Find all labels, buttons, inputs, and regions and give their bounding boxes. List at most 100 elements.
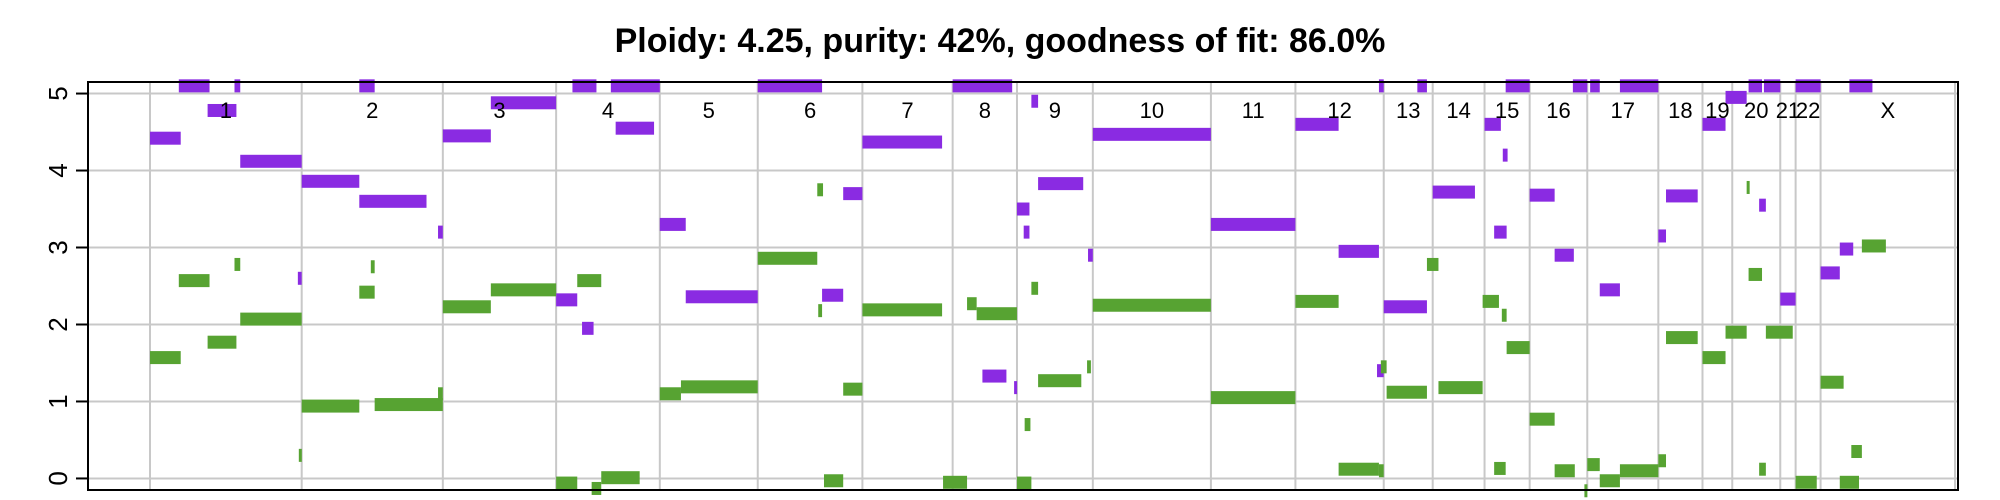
cn-segment-s1-44 (1502, 309, 1507, 322)
y-tick-label-0: 0 (43, 471, 73, 485)
cn-segment-s1-26 (967, 297, 977, 310)
cn-segment-s1-45 (1507, 341, 1530, 354)
cn-segment-s1-21 (818, 304, 822, 317)
cn-segment-s1-36 (1339, 463, 1379, 476)
cn-segment-s1-42 (1483, 295, 1499, 308)
cn-segment-s1-64 (1862, 239, 1886, 252)
cn-segment-s1-62 (1840, 476, 1859, 489)
cn-segment-s0-26 (1017, 203, 1029, 216)
cn-segment-s1-14 (577, 274, 601, 287)
cn-segment-s1-3 (234, 258, 240, 271)
cn-segment-s1-4 (240, 313, 301, 326)
cn-segment-s0-41 (1494, 226, 1506, 239)
cn-segment-s0-5 (298, 272, 302, 285)
cn-segment-s1-56 (1747, 181, 1750, 194)
chromosome-label-2: 2 (366, 98, 378, 123)
cn-segment-s1-49 (1587, 458, 1599, 471)
chart-title: Ploidy: 4.25, purity: 42%, goodness of f… (615, 22, 1386, 60)
cn-segment-s1-8 (371, 260, 375, 273)
cn-segment-s1-13 (556, 477, 577, 490)
cn-segment-s1-18 (681, 380, 758, 393)
cn-segment-s0-9 (438, 226, 443, 239)
cn-segment-s0-29 (1038, 177, 1083, 190)
cn-segment-s0-17 (660, 218, 686, 231)
y-tick-label-5: 5 (43, 86, 73, 100)
chromosome-label-13: 13 (1396, 98, 1420, 123)
cn-segment-s1-19 (758, 252, 818, 265)
chromosome-label-X: X (1880, 98, 1895, 123)
cn-segment-s0-18 (686, 290, 758, 303)
chromosome-label-3: 3 (493, 98, 505, 123)
cn-segment-s0-34 (1339, 245, 1379, 258)
y-tick-label-4: 4 (43, 163, 73, 177)
cn-segment-s1-61 (1821, 376, 1844, 389)
cn-segment-s1-20 (817, 183, 823, 196)
cn-segment-s1-17 (660, 387, 681, 400)
cn-segment-s0-45 (1555, 249, 1574, 262)
y-tick-label-2: 2 (43, 317, 73, 331)
cn-segment-s1-31 (1038, 374, 1081, 387)
cn-segment-s1-51 (1620, 464, 1658, 477)
chromosome-label-8: 8 (979, 98, 991, 123)
chromosome-label-17: 17 (1611, 98, 1635, 123)
cn-segment-s0-28 (1031, 95, 1038, 108)
cn-segment-s0-37 (1384, 300, 1427, 313)
cn-segment-s0-6 (302, 175, 360, 188)
y-tick-label-1: 1 (43, 394, 73, 408)
cn-segment-s1-24 (862, 303, 942, 316)
cn-segment-s1-15 (592, 482, 602, 495)
cn-segment-s1-34 (1211, 391, 1295, 404)
cn-segment-s0-32 (1211, 218, 1295, 231)
chromosome-label-1: 1 (220, 98, 232, 123)
chromosome-label-14: 14 (1446, 98, 1470, 123)
cn-segment-s1-22 (824, 474, 843, 487)
cn-segment-s0-55 (1759, 199, 1766, 212)
cn-segment-s0-21 (843, 187, 862, 200)
cn-segment-s0-51 (1666, 189, 1698, 202)
cn-segment-s1-23 (843, 383, 862, 396)
cn-segment-s1-57 (1749, 268, 1762, 281)
chromosome-label-9: 9 (1049, 98, 1061, 123)
cn-segment-s0-22 (862, 136, 942, 149)
chromosome-label-7: 7 (901, 98, 913, 123)
cn-segment-s1-55 (1726, 326, 1747, 339)
cn-segment-s1-32 (1087, 360, 1091, 373)
cn-segment-s0-57 (1780, 293, 1795, 306)
chromosome-label-15: 15 (1495, 98, 1519, 123)
cn-segment-s0-31 (1093, 128, 1211, 141)
cn-segment-s0-42 (1503, 149, 1508, 162)
cn-segment-s1-41 (1438, 381, 1482, 394)
chromosome-label-20: 20 (1744, 98, 1768, 123)
cn-segment-s0-16 (616, 122, 654, 135)
cn-segment-s1-37 (1379, 464, 1384, 477)
cn-segment-s1-29 (1025, 418, 1031, 431)
cn-segment-s0-14 (582, 322, 594, 335)
cn-segment-s1-58 (1759, 463, 1766, 476)
cn-segment-s1-27 (977, 307, 1017, 320)
cn-segment-s1-25 (943, 476, 967, 489)
cn-segment-s1-6 (302, 400, 360, 413)
cn-segment-s0-48 (1600, 283, 1620, 296)
cn-segment-s1-52 (1658, 454, 1666, 467)
cn-segment-s1-12 (491, 283, 556, 296)
cn-segment-s0-20 (822, 289, 843, 302)
cn-segment-s1-53 (1666, 331, 1698, 344)
cn-segment-s1-39 (1387, 386, 1427, 399)
chromosome-label-19: 19 (1705, 98, 1729, 123)
cn-segment-s0-0 (150, 132, 181, 145)
cn-segment-s1-9 (375, 398, 443, 411)
chromosome-label-18: 18 (1668, 98, 1692, 123)
cn-segment-s0-4 (240, 155, 301, 168)
cn-segment-s1-43 (1494, 462, 1506, 475)
cn-segment-s1-47 (1555, 464, 1575, 477)
cn-segment-s1-10 (438, 387, 443, 400)
cn-segment-s1-28 (1017, 477, 1031, 490)
chromosome-label-11: 11 (1242, 98, 1265, 123)
chromosome-label-5: 5 (703, 98, 715, 123)
chromosome-label-4: 4 (602, 98, 614, 123)
cn-segment-s0-60 (1840, 243, 1853, 256)
cn-segment-s0-27 (1024, 226, 1030, 239)
cn-segment-s1-50 (1600, 474, 1620, 487)
cn-segment-s0-39 (1433, 186, 1475, 199)
